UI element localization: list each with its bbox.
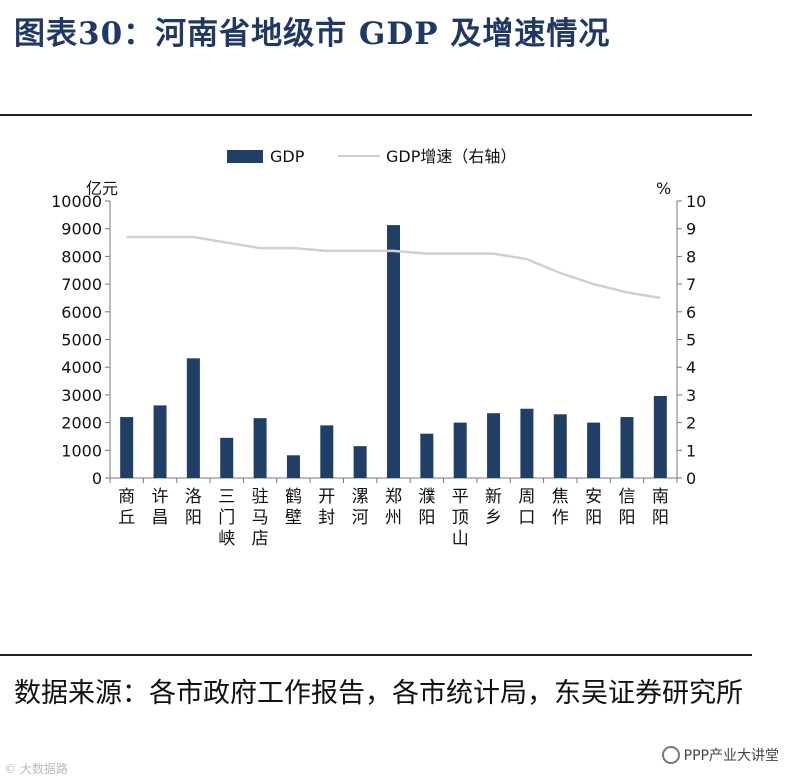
left-tick-label: 1000 [61,441,102,460]
right-tick-label: 4 [686,358,696,377]
right-tick-label: 5 [686,331,696,350]
x-tick-label: 洛阳 [185,487,202,528]
left-axis-unit: 亿元 [86,179,118,198]
gdp-bar [620,417,634,478]
chart: GDP GDP增速（右轴） 亿元 % 0 1000 2000 3000 4000 5000… [51,147,706,549]
x-tick-label: 驻马店 [252,487,269,549]
x-tick-label: 周口 [518,487,535,528]
chart-title: 图表30：河南省地级市 GDP 及增速情况 [14,16,611,52]
x-tick-label: 新乡 [485,487,502,528]
chart-legend: GDP GDP增速（右轴） [227,147,516,166]
x-tick-label: 平顶山 [452,487,469,549]
chart-axes: 0100020003000400050006000700080009000100… [51,192,706,488]
x-tick-label: 商丘 [118,487,135,528]
x-tick-label: 三门峡 [218,487,235,549]
right-tick-label: 6 [686,303,696,322]
x-tick-label: 濮阳 [418,487,435,528]
x-tick-label: 许昌 [152,487,169,528]
legend-gdp-swatch [227,150,263,163]
left-tick-label: 4000 [61,358,102,377]
bottom-rule [0,654,752,656]
gdp-bar [286,455,300,478]
gdp-bar [587,422,601,478]
watermark: PPP产业大讲堂 [661,745,779,765]
source-note: 数据来源：各市政府工作报告，各市统计局，东吴证券研究所 [14,678,743,709]
gdp-bar [553,414,567,478]
x-tick-label: 郑州 [385,487,402,528]
gdp-bar [186,358,200,478]
gdp-bar [153,405,167,478]
x-tick-label: 鹤壁 [285,487,302,528]
legend-gdp-label: GDP [270,147,305,166]
gdp-bar [487,413,501,478]
watermark-text: PPP产业大讲堂 [683,748,779,764]
bar-series [120,225,667,478]
legend-growth-label: GDP增速（右轴） [386,147,516,166]
right-tick-label: 2 [686,414,696,433]
left-tick-label: 8000 [61,247,102,266]
gdp-bar [420,433,434,478]
right-tick-label: 7 [686,275,696,294]
gdp-bar [653,396,667,478]
right-tick-label: 1 [686,441,696,460]
wechat-icon [661,746,680,764]
right-axis-unit: % [656,179,671,198]
gdp-bar [387,225,400,478]
left-tick-label: 2000 [61,414,102,433]
growth-line-series [126,235,661,300]
gdp-bar [253,418,267,478]
right-tick-label: 0 [686,469,696,488]
gdp-bar [320,425,334,478]
right-tick-label: 8 [686,247,696,266]
watermark-left: © 大数据路 [4,762,68,776]
left-tick-label: 9000 [61,220,102,239]
right-tick-label: 10 [686,192,706,211]
left-tick-label: 6000 [61,303,102,322]
left-tick-label: 0 [92,469,102,488]
x-tick-label: 漯河 [352,487,369,528]
left-tick-label: 10000 [51,192,102,211]
left-tick-label: 7000 [61,275,102,294]
x-tick-label: 信阳 [618,487,635,528]
right-tick-label: 9 [686,220,696,239]
gdp-bar [353,446,367,478]
gdp-bar [120,417,134,478]
gdp-bar [220,437,234,478]
right-tick-label: 3 [686,386,696,405]
x-tick-label: 安阳 [585,487,602,528]
x-tick-label: 南阳 [652,487,669,528]
left-tick-label: 3000 [61,386,102,405]
x-tick-label: 开封 [318,487,335,528]
gdp-bar [520,408,534,478]
x-tick-label: 焦作 [552,487,569,528]
left-tick-label: 5000 [61,331,102,350]
gdp-bar [453,422,467,478]
top-rule [0,114,752,116]
